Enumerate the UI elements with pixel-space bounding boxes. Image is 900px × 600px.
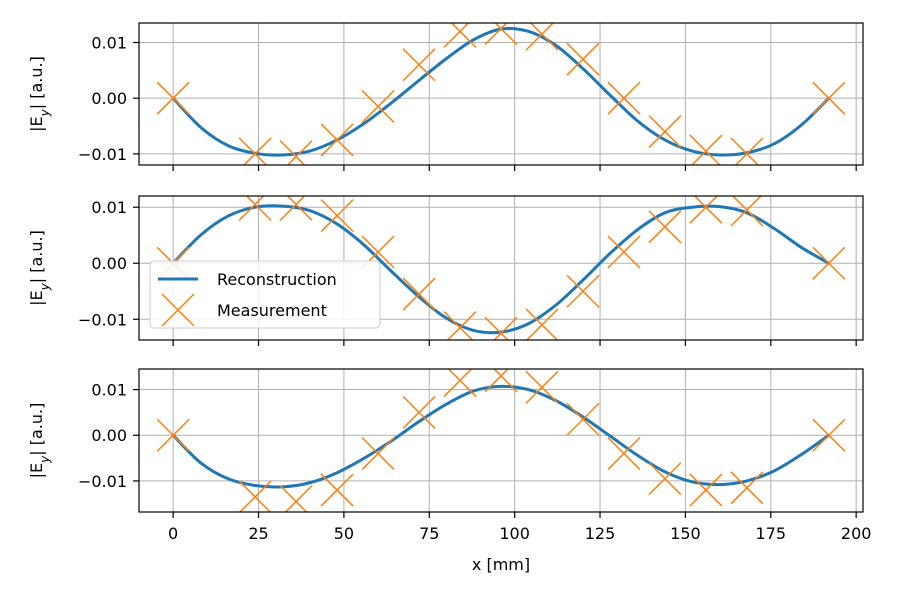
measurement-point (484, 23, 518, 46)
x-tick-label: 75 (419, 524, 439, 543)
measurement-point (730, 196, 764, 227)
legend-marker-swatch (161, 293, 195, 327)
y-tick-label: 0.01 (91, 381, 127, 400)
x-tick-label: 0 (168, 524, 178, 543)
measurement-point (402, 48, 436, 82)
y-tick-label: −0.01 (78, 472, 127, 491)
measurement-point (607, 436, 641, 471)
measurement-point (730, 471, 764, 505)
panel-3: 0 25 50 75 100 125 150 175 200 −0.01 0.00 0.01 |Ey| … (27, 368, 872, 574)
x-tick-label: 150 (670, 524, 701, 543)
measurement-point (648, 210, 682, 244)
measurement-point (812, 246, 846, 280)
reconstruction-line (172, 204, 830, 335)
y-tick-label: 0.01 (91, 198, 127, 217)
y-tick-label: −0.01 (78, 145, 127, 164)
measurement-point (402, 395, 436, 429)
x-tick-label: 125 (585, 524, 616, 543)
legend-label: Reconstruction (217, 270, 337, 289)
x-tick-label: 175 (756, 524, 787, 543)
measurement-point (648, 462, 682, 496)
y-axis-label: |Ey| [a.u.] (27, 230, 52, 306)
axes-frame (138, 195, 864, 341)
measurement-point (566, 274, 600, 308)
reconstruction-line (172, 384, 830, 489)
measurement-point (607, 81, 641, 115)
plot-area (156, 23, 846, 165)
measurement-point (279, 196, 313, 221)
x-tick-label: 25 (248, 524, 268, 543)
measurement-point (279, 140, 313, 165)
measurement-point (156, 418, 190, 452)
measurement-point (607, 235, 641, 269)
measurement-point (361, 436, 395, 471)
y-tick-label: 0.00 (91, 254, 127, 273)
legend: Reconstruction Measurement (149, 260, 381, 329)
measurement-point (566, 402, 600, 436)
measurement-point (443, 23, 477, 48)
reconstruction-line (172, 27, 830, 157)
measurement-point (443, 311, 477, 340)
measurement-point (443, 369, 477, 397)
measurement-point (402, 277, 436, 311)
y-axis-label: |Ey| [a.u.] (27, 403, 52, 479)
measurement-point (812, 81, 846, 115)
measurement-point (689, 473, 723, 507)
measurement-point (320, 123, 354, 157)
measurement-point (525, 308, 559, 340)
panel-1: −0.01 0.00 0.01 |Ey| [a.u.] (27, 22, 864, 171)
panel-2: −0.01 0.00 0.01 |Ey| [a.u.] Reconstruction Me… (27, 195, 864, 346)
y-axis-label: |Ey| [a.u.] (27, 56, 52, 132)
measurement-point (361, 89, 395, 124)
measurement-point (566, 42, 600, 76)
measurement-point (812, 418, 846, 452)
plot-area (156, 369, 846, 512)
measurement-point (484, 369, 518, 393)
plot-area (156, 196, 846, 340)
axes-frame (138, 22, 864, 166)
measurement-point (484, 316, 518, 340)
x-tick-label: 100 (499, 524, 530, 543)
measurement-point (525, 370, 559, 404)
y-tick-label: 0.00 (91, 89, 127, 108)
y-tick-label: 0.01 (91, 33, 127, 52)
measurement-point (689, 134, 723, 165)
measurement-point (238, 480, 272, 512)
measurement-point (279, 484, 313, 512)
x-axis-label: x [mm] (472, 555, 530, 574)
y-tick-label: 0.00 (91, 426, 127, 445)
legend-box (149, 260, 381, 329)
axes-frame (138, 368, 864, 513)
legend-label: Measurement (217, 301, 327, 320)
measurement-point (648, 115, 682, 149)
y-tick-label: −0.01 (78, 310, 127, 329)
measurement-point (156, 81, 190, 115)
measurement-point (238, 196, 272, 221)
measurement-point (320, 473, 354, 507)
measurement-point (320, 199, 354, 233)
x-tick-label: 200 (841, 524, 872, 543)
x-tick-label: 50 (334, 524, 354, 543)
